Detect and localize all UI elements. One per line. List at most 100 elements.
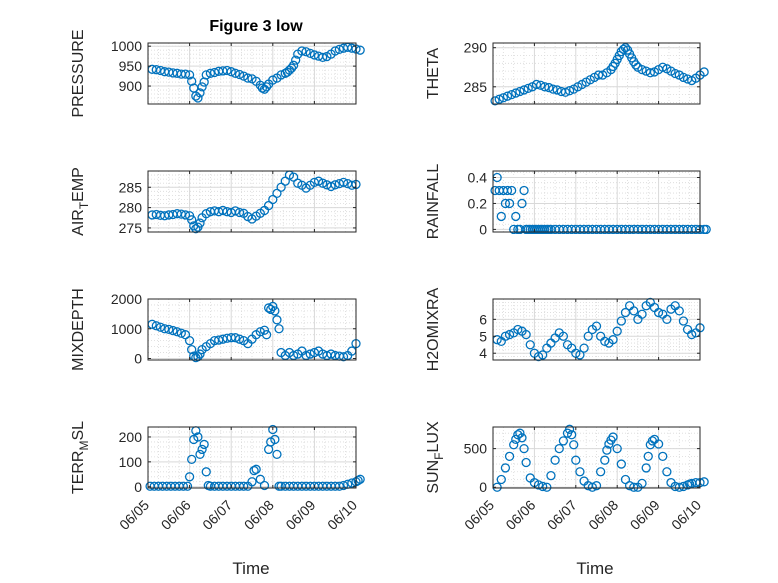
data-point [504, 329, 515, 340]
x-axis-label-left: Time [232, 559, 269, 578]
data-point [521, 329, 531, 340]
data-point [184, 70, 195, 80]
y-axis-label-sun-flux: SUNFLUX [425, 421, 446, 494]
data-point [261, 82, 272, 92]
axes-box-mixdepth [147, 298, 357, 361]
data-point [164, 324, 174, 335]
data-point [268, 424, 278, 435]
data-point [309, 50, 320, 60]
y-tick-label: 275 [119, 220, 143, 236]
y-tick-label: 0 [479, 479, 487, 495]
data-point [218, 205, 228, 216]
data-point [701, 224, 711, 235]
data-point [575, 467, 585, 477]
data-point [571, 455, 581, 465]
data-point [270, 306, 280, 316]
data-point [249, 465, 259, 476]
data-point [658, 62, 668, 72]
axes-box-theta [492, 42, 701, 105]
data-point [515, 86, 525, 97]
data-point [272, 188, 282, 199]
data-point [178, 481, 189, 491]
data-point [334, 481, 345, 491]
data-point [637, 64, 647, 75]
data-point [222, 65, 232, 76]
data-point [187, 344, 197, 355]
data-point [519, 185, 529, 196]
data-point [538, 350, 548, 360]
data-point [151, 321, 161, 331]
data-point [575, 350, 585, 360]
data-point [176, 328, 186, 338]
data-point [550, 455, 560, 465]
data-point [504, 198, 515, 209]
data-point [674, 306, 684, 316]
data-point [533, 351, 544, 362]
data-point [629, 482, 639, 492]
data-point [180, 210, 191, 220]
data-point [504, 451, 515, 461]
y-axis-label-rainfall: RAINFALL [425, 164, 442, 240]
data-point [687, 329, 697, 340]
y-tick-label: 0.4 [468, 169, 488, 185]
y-tick-label: 1000 [111, 321, 142, 337]
data-point [513, 324, 523, 335]
data-point [338, 480, 349, 491]
data-point [272, 449, 282, 460]
data-point [653, 307, 664, 318]
data-point [544, 82, 554, 93]
data-point [567, 430, 577, 440]
data-point [230, 333, 241, 343]
data-point [255, 474, 265, 484]
data-point [187, 215, 197, 225]
data-point [494, 94, 504, 104]
y-tick-label: 6 [479, 311, 487, 327]
data-point [662, 314, 672, 324]
data-point [600, 455, 610, 465]
data-point [678, 316, 689, 326]
x-tick-label: 06/05 [116, 497, 152, 533]
data-point [496, 474, 506, 485]
data-point [338, 352, 349, 362]
x-tick-label: 06/09 [627, 497, 663, 533]
data-point [276, 182, 286, 192]
data-point [616, 459, 626, 469]
data-point [674, 482, 684, 492]
data-point [579, 343, 589, 353]
data-point [591, 481, 602, 491]
data-point [517, 198, 527, 209]
data-point [214, 335, 224, 345]
data-point [226, 67, 236, 77]
data-point [519, 85, 529, 95]
data-point [305, 349, 315, 359]
data-point [564, 424, 575, 434]
minor-grid-rainfall [493, 171, 700, 232]
data-point [184, 472, 195, 482]
data-point [583, 331, 593, 341]
y-tick-label: 2000 [111, 291, 142, 307]
subplot-mixdepth: 0 1000 2000 MIXDEPTH [70, 288, 361, 371]
data-point [259, 480, 270, 491]
y-tick-label: 500 [464, 441, 488, 457]
data-point [301, 47, 311, 57]
data-point [502, 185, 513, 196]
x-tick-label: 06/06 [158, 497, 194, 533]
data-point [155, 322, 166, 332]
data-point [193, 432, 203, 442]
data-point [506, 89, 517, 100]
data-point [193, 93, 203, 103]
data-point [195, 349, 205, 359]
data-point [608, 335, 618, 345]
data-point [168, 325, 178, 336]
data-point [637, 478, 647, 489]
data-point [670, 68, 680, 79]
axes-box-sun-flux [492, 426, 701, 489]
y-tick-label: 285 [119, 179, 143, 195]
data-point [595, 467, 606, 477]
data-point [535, 80, 546, 90]
data-point [620, 43, 631, 53]
data-point [230, 206, 241, 216]
data-point [182, 481, 193, 491]
data-point [201, 70, 211, 80]
